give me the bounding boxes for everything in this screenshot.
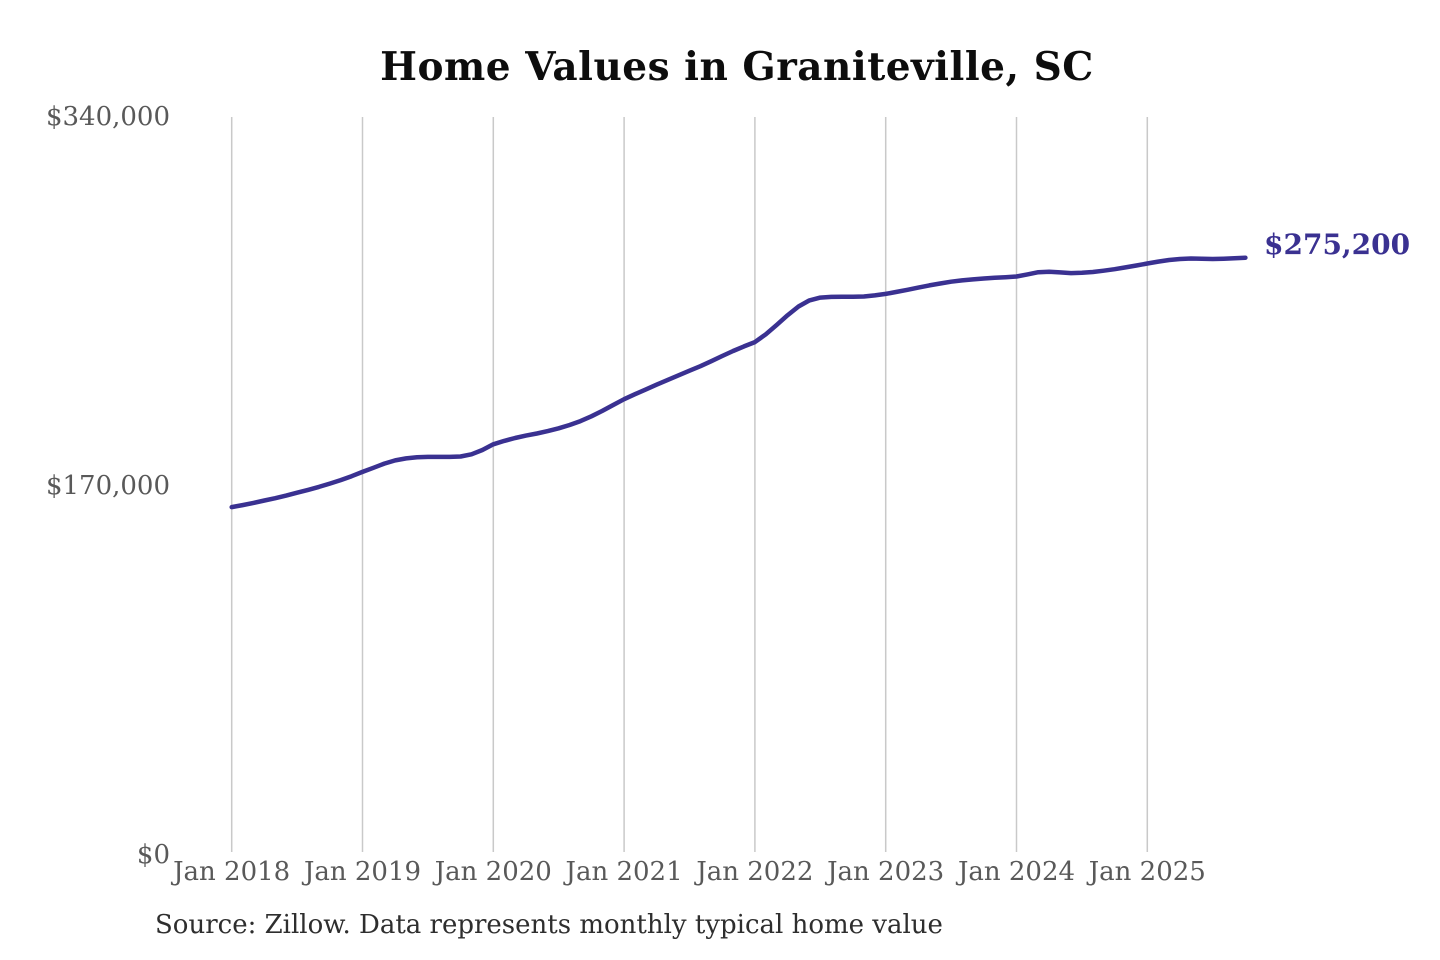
x-axis-tick-label: Jan 2024 bbox=[957, 857, 1076, 887]
chart-title: Home Values in Graniteville, SC bbox=[380, 44, 1094, 90]
x-axis-tick-label: Jan 2021 bbox=[565, 857, 683, 887]
home-value-line bbox=[229, 255, 1248, 510]
x-axis-tick-label: Jan 2018 bbox=[173, 857, 291, 887]
x-axis-tick-label: Jan 2020 bbox=[434, 857, 552, 887]
y-axis-tick-label: $170,000 bbox=[45, 471, 170, 501]
x-axis-tick-label: Jan 2019 bbox=[303, 857, 422, 887]
latest-value-label: $275,200 bbox=[1264, 228, 1411, 261]
x-axis-tick-label: Jan 2023 bbox=[827, 857, 945, 887]
source-note: Source: Zillow. Data represents monthly … bbox=[155, 910, 943, 940]
y-axis-tick-label: $0 bbox=[136, 840, 170, 870]
y-axis-tick-label: $340,000 bbox=[45, 102, 170, 132]
x-axis-tick-label: Jan 2022 bbox=[696, 857, 814, 887]
x-axis-tick-label: Jan 2025 bbox=[1088, 857, 1206, 887]
